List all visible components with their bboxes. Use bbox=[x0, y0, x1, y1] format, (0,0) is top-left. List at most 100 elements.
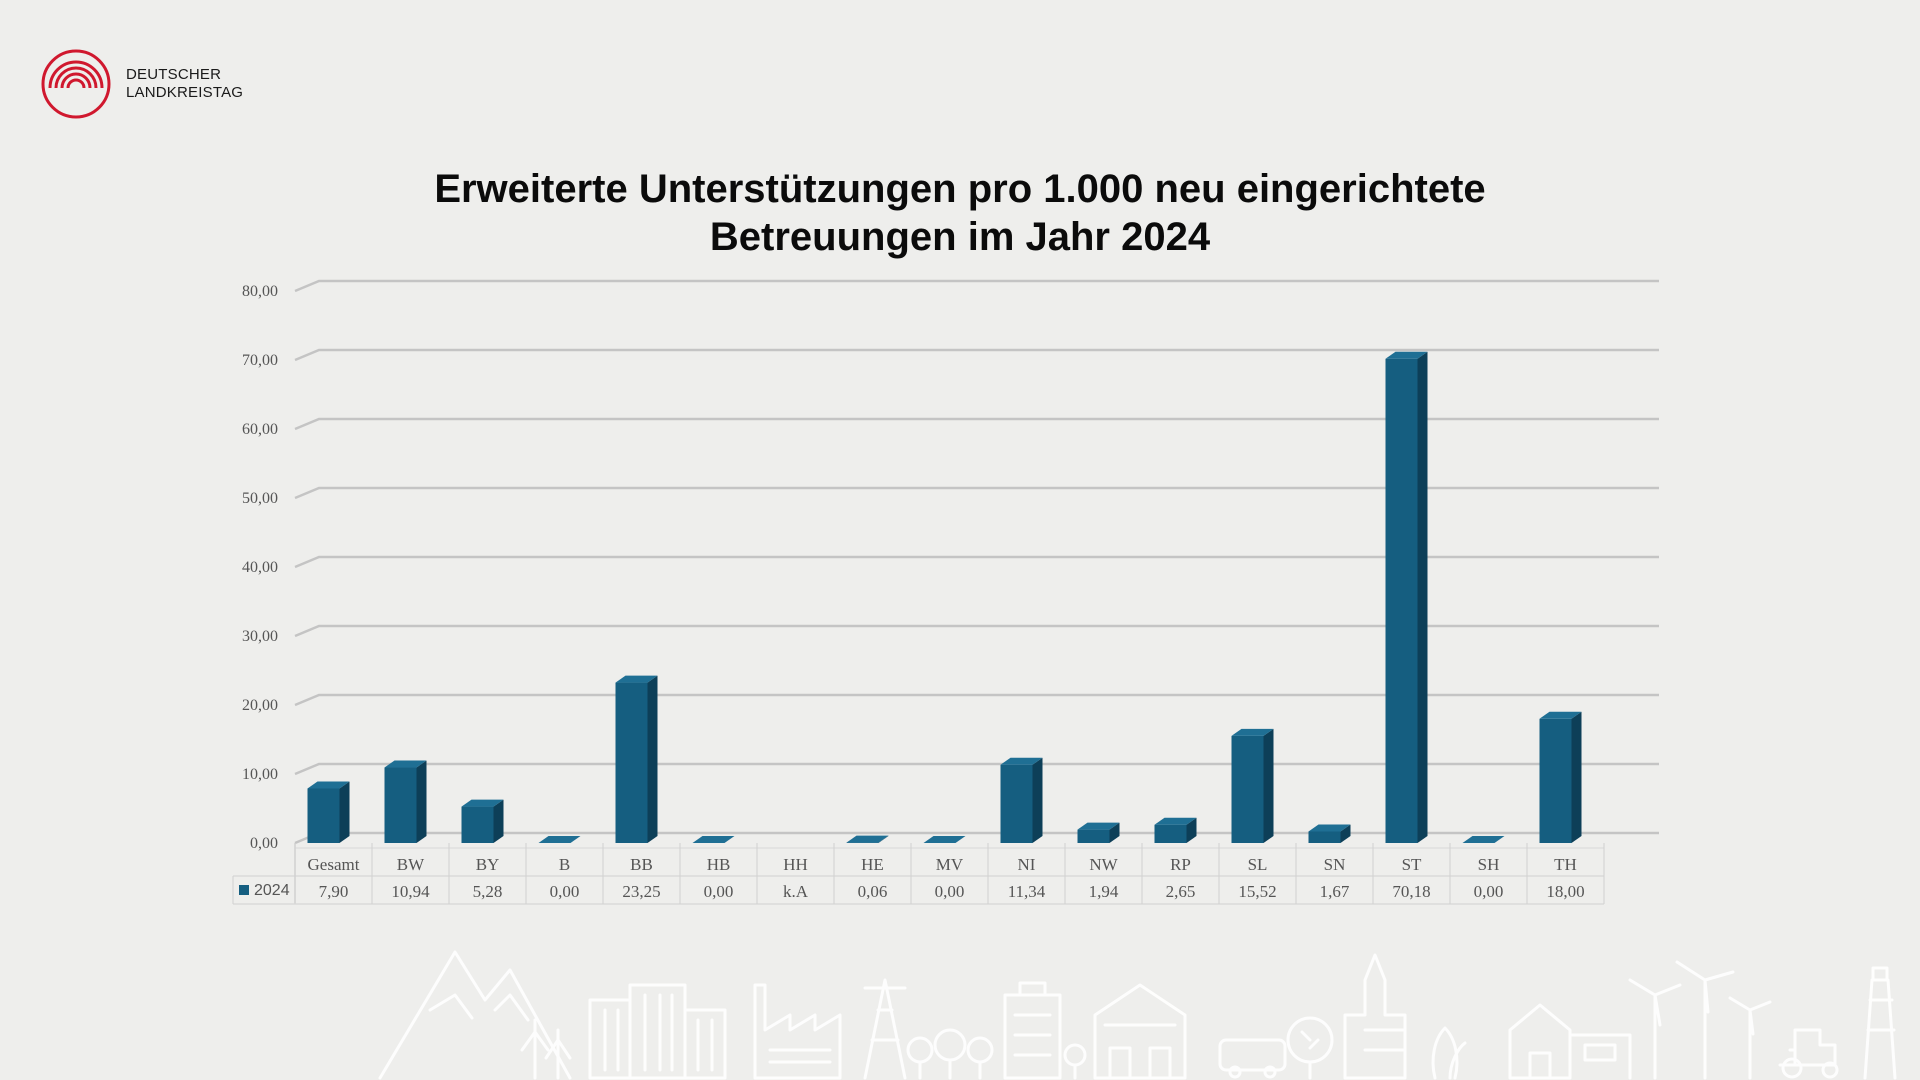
data-label: 0,00 bbox=[704, 882, 734, 901]
bar-side bbox=[878, 835, 889, 843]
bar-side bbox=[1340, 824, 1351, 843]
bar bbox=[384, 767, 417, 843]
bar-top bbox=[1539, 711, 1582, 719]
bar-side bbox=[416, 760, 427, 843]
gridline bbox=[294, 279, 1659, 293]
y-tick-label: 40,00 bbox=[242, 559, 278, 576]
bar bbox=[461, 806, 494, 843]
chart-title: Erweiterte Unterstützungen pro 1.000 neu… bbox=[0, 165, 1920, 261]
x-tick-label: ST bbox=[1402, 855, 1422, 874]
x-tick-label: HB bbox=[707, 855, 731, 874]
data-label: 70,18 bbox=[1392, 882, 1430, 901]
gridline bbox=[294, 762, 1659, 776]
x-tick-label: Gesamt bbox=[308, 855, 360, 874]
logo: DEUTSCHER LANDKREISTAG bbox=[40, 48, 243, 120]
bar bbox=[1231, 735, 1264, 843]
x-tick-label: RP bbox=[1170, 855, 1191, 874]
bar-top bbox=[307, 781, 350, 789]
bar-top bbox=[846, 835, 889, 843]
data-label: 2,65 bbox=[1166, 882, 1196, 901]
bar bbox=[615, 682, 648, 843]
data-label: 0,00 bbox=[550, 882, 580, 901]
bar-side bbox=[1571, 711, 1582, 843]
x-tick-label: SN bbox=[1324, 855, 1346, 874]
gridline bbox=[294, 624, 1659, 638]
bar bbox=[307, 788, 340, 843]
data-label: 18,00 bbox=[1546, 882, 1584, 901]
y-tick-label: 60,00 bbox=[242, 421, 278, 438]
data-label: 0,06 bbox=[858, 882, 888, 901]
y-tick-label: 50,00 bbox=[242, 490, 278, 507]
data-label: 15,52 bbox=[1238, 882, 1276, 901]
bar bbox=[1000, 764, 1033, 843]
bar bbox=[1308, 831, 1341, 843]
x-tick-label: BW bbox=[397, 855, 425, 874]
chart-title-line-2: Betreuungen im Jahr 2024 bbox=[709, 215, 1211, 259]
gridline bbox=[294, 417, 1659, 431]
bar-top bbox=[538, 836, 581, 843]
bar-side bbox=[647, 675, 658, 843]
landscape-illustration bbox=[378, 950, 1897, 1080]
y-tick-label: 10,00 bbox=[242, 766, 278, 783]
data-label: 0,00 bbox=[1474, 882, 1504, 901]
bar-chart: 0,00 10,00 20,00 30,00 40,00 50,00 60,00 70,00 8… bbox=[232, 279, 1659, 905]
bar-top bbox=[1154, 817, 1197, 825]
x-tick-label: BY bbox=[476, 855, 500, 874]
x-tick-label: HH bbox=[783, 855, 808, 874]
legend-swatch bbox=[239, 885, 249, 895]
bar bbox=[1539, 718, 1572, 843]
y-tick-label: 30,00 bbox=[242, 628, 278, 645]
gridline bbox=[294, 348, 1659, 362]
x-tick-label: BB bbox=[630, 855, 653, 874]
data-label: 10,94 bbox=[391, 882, 430, 901]
logo-line-1: DEUTSCHER bbox=[126, 66, 222, 83]
data-label: 0,00 bbox=[935, 882, 965, 901]
bar-top bbox=[1385, 351, 1428, 359]
bar bbox=[1077, 829, 1110, 843]
bar-top bbox=[384, 760, 427, 768]
data-label: 1,94 bbox=[1089, 882, 1119, 901]
bar bbox=[1154, 824, 1187, 843]
bar-side bbox=[1263, 728, 1274, 843]
bar-top bbox=[1000, 757, 1043, 765]
bar-side bbox=[339, 781, 350, 843]
x-tick-label: NW bbox=[1089, 855, 1118, 874]
x-tick-label: B bbox=[559, 855, 570, 874]
bar-top bbox=[1077, 822, 1120, 830]
x-tick-label: NI bbox=[1018, 855, 1036, 874]
bar-top bbox=[1231, 728, 1274, 736]
x-tick-label: MV bbox=[936, 855, 964, 874]
data-label: 23,25 bbox=[622, 882, 660, 901]
chart-title-line-1: Erweiterte Unterstützungen pro 1.000 neu… bbox=[434, 167, 1486, 211]
bar-top bbox=[1308, 824, 1351, 832]
logo-line-2: LANDKREISTAG bbox=[126, 84, 244, 101]
bar-side bbox=[1186, 817, 1197, 843]
landkreistag-logo-icon bbox=[41, 49, 111, 119]
x-tick-label: TH bbox=[1554, 855, 1577, 874]
bar-side bbox=[493, 799, 504, 843]
bar-side bbox=[1417, 351, 1428, 843]
y-tick-label: 80,00 bbox=[242, 283, 278, 300]
logo-text: DEUTSCHER LANDKREISTAG bbox=[126, 66, 243, 102]
gridline bbox=[294, 693, 1659, 707]
x-tick-label: SL bbox=[1248, 855, 1268, 874]
gridline bbox=[294, 555, 1659, 569]
bar-top bbox=[692, 836, 735, 843]
data-label: 11,34 bbox=[1008, 882, 1046, 901]
x-tick-label: SH bbox=[1478, 855, 1500, 874]
y-tick-label: 20,00 bbox=[242, 697, 278, 714]
gridline bbox=[294, 486, 1659, 500]
bar bbox=[1385, 358, 1418, 843]
x-tick-label: HE bbox=[861, 855, 884, 874]
data-label: 7,90 bbox=[319, 882, 349, 901]
data-label: k.A bbox=[783, 882, 809, 901]
bar-side bbox=[1109, 822, 1120, 843]
data-label: 5,28 bbox=[473, 882, 503, 901]
bar-top bbox=[923, 836, 966, 843]
bar-side bbox=[1032, 757, 1043, 843]
y-tick-label: 0,00 bbox=[250, 835, 278, 852]
bar-top bbox=[615, 675, 658, 683]
bar-top bbox=[1462, 836, 1505, 843]
data-label: 1,67 bbox=[1320, 882, 1350, 901]
legend-label: 2024 bbox=[254, 882, 290, 899]
